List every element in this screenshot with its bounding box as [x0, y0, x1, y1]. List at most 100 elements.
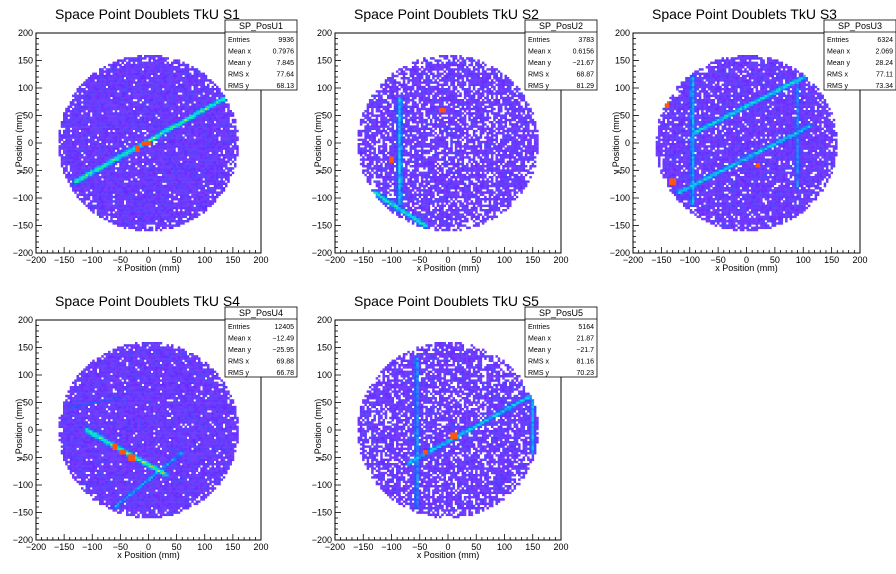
- heatmap-cell: [81, 123, 84, 126]
- heatmap-cell: [132, 222, 136, 225]
- heatmap-cell: [135, 184, 138, 188]
- heatmap-cell: [92, 88, 95, 91]
- heatmap-cell: [164, 88, 167, 91]
- heatmap-cell: [191, 143, 194, 146]
- heatmap-cell: [130, 200, 133, 203]
- heatmap-cell: [78, 156, 82, 159]
- heatmap-cell: [141, 178, 145, 181]
- heatmap-cell: [180, 105, 183, 109]
- heatmap-cell: [220, 118, 223, 122]
- heatmap-cell: [200, 96, 203, 100]
- heatmap-cell: [135, 136, 138, 139]
- heatmap-cell: [162, 202, 165, 205]
- heatmap-cell: [78, 143, 82, 146]
- heatmap-cell: [184, 206, 187, 210]
- heatmap-cell: [90, 105, 93, 109]
- heatmap-cell: [150, 182, 154, 186]
- heatmap-cell: [157, 61, 160, 65]
- heatmap-cell: [168, 206, 172, 210]
- heatmap-cell: [126, 213, 129, 216]
- heatmap-cell: [155, 180, 158, 183]
- heatmap-cell: [141, 105, 145, 109]
- heatmap-cell: [81, 200, 84, 203]
- heatmap-cell: [216, 169, 219, 172]
- heatmap-cell: [416, 215, 419, 219]
- heatmap-cell: [103, 182, 106, 186]
- heatmap-cell: [155, 184, 158, 188]
- heatmap-cell: [141, 116, 145, 120]
- heatmap-cell: [198, 160, 201, 164]
- heatmap-cell: [204, 110, 208, 113]
- heatmap-cell: [198, 202, 201, 205]
- heatmap-cell: [112, 180, 115, 183]
- heatmap-cell: [108, 158, 111, 161]
- heatmap-cell: [128, 215, 131, 219]
- heatmap-cell: [105, 178, 109, 181]
- heatmap-cell: [72, 129, 75, 133]
- heatmap-cell: [105, 204, 109, 208]
- heatmap-cell: [218, 180, 221, 183]
- heatmap-cell: [90, 204, 93, 208]
- heatmap-cell: [94, 184, 97, 188]
- heatmap-cell: [159, 85, 163, 89]
- heatmap-cell: [137, 193, 140, 197]
- heatmap-cell: [123, 211, 127, 214]
- heatmap-cell: [159, 156, 163, 159]
- heatmap-cell: [175, 204, 178, 208]
- heatmap-cell: [78, 107, 82, 111]
- heatmap-cell: [450, 215, 453, 219]
- heatmap-cell: [164, 224, 167, 227]
- heatmap-cell: [162, 116, 165, 120]
- heatmap-cell: [448, 215, 451, 219]
- heatmap-cell: [96, 171, 100, 175]
- heatmap-cell: [193, 193, 196, 197]
- heatmap-cell: [72, 147, 75, 150]
- heatmap-cell: [225, 167, 228, 170]
- heatmap-cell: [103, 198, 106, 201]
- heatmap-cell: [121, 125, 124, 128]
- heatmap-cell: [157, 83, 160, 87]
- heatmap-cell: [69, 176, 73, 179]
- heatmap-cell: [117, 173, 120, 177]
- heatmap-cell: [78, 88, 82, 91]
- heatmap-cell: [168, 123, 172, 126]
- heatmap-cell: [83, 193, 86, 197]
- heatmap-cell: [477, 213, 480, 216]
- heatmap-cell: [204, 132, 208, 135]
- heatmap-cell: [236, 154, 239, 157]
- heatmap-cell: [139, 169, 142, 172]
- heatmap-cell: [90, 118, 93, 122]
- heatmap-cell: [96, 74, 100, 78]
- heatmap-cell: [200, 132, 203, 135]
- heatmap-cell: [144, 165, 147, 168]
- heatmap-cell: [85, 154, 88, 157]
- heatmap-cell: [132, 105, 136, 109]
- heatmap-cell: [155, 121, 158, 124]
- heatmap-cell: [67, 136, 70, 139]
- heatmap-cell: [105, 70, 109, 73]
- heatmap-cell: [141, 83, 145, 87]
- heatmap-cell: [90, 99, 93, 102]
- heatmap-cell: [135, 151, 138, 155]
- heatmap-cell: [157, 85, 160, 89]
- heatmap-cell: [148, 123, 151, 126]
- heatmap-cell: [180, 217, 183, 221]
- heatmap-cell: [110, 77, 113, 80]
- heatmap-cell: [121, 169, 124, 172]
- heatmap-cell: [87, 103, 91, 106]
- heatmap-cell: [72, 154, 75, 157]
- heatmap-cell: [189, 112, 192, 115]
- heatmap-cell: [171, 149, 174, 153]
- heatmap-cell: [144, 145, 147, 148]
- heatmap-cell: [173, 145, 176, 148]
- heatmap-cell: [182, 182, 185, 186]
- heatmap-cell: [173, 88, 176, 91]
- heatmap-cell: [202, 200, 205, 203]
- heatmap-cell: [99, 96, 102, 100]
- heatmap-cell: [132, 189, 136, 192]
- heatmap-cell: [182, 160, 185, 164]
- heatmap-cell: [153, 149, 156, 153]
- heatmap-cell: [222, 114, 226, 117]
- heatmap-cell: [216, 129, 219, 133]
- heatmap-cell: [92, 171, 95, 175]
